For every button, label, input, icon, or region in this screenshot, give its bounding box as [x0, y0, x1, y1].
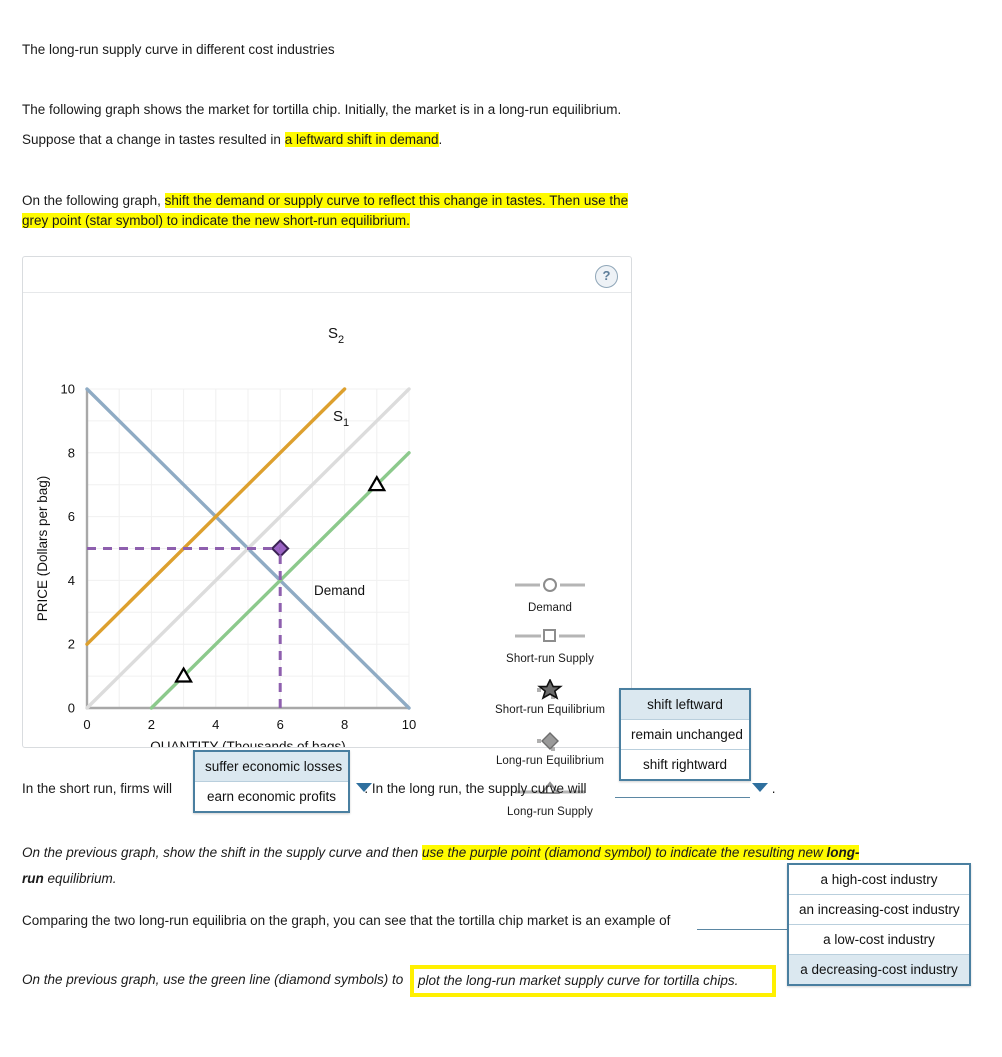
supply-dropdown-underline [615, 797, 750, 798]
intro-p3-pre: On the following graph, [22, 193, 165, 208]
svg-text:10: 10 [402, 717, 416, 732]
legend-item-long-run-supply[interactable]: Long-run Supply [475, 781, 625, 818]
green-para-highlight: plot the long-run market supply curve fo… [418, 973, 739, 988]
supply-demand-chart: 0 2 4 6 8 10 0 2 4 6 8 10 QUANTITY (Thousands of bag… [35, 325, 416, 747]
svg-text:S1: S1 [333, 408, 349, 429]
dropdown-option[interactable]: shift rightward [642, 757, 728, 772]
purple-point-paragraph: On the previous graph, show the shift in… [22, 840, 982, 893]
shortrun-post: . [771, 781, 776, 796]
svg-text:10: 10 [61, 382, 75, 397]
dropdown-option[interactable]: shift leftward [621, 690, 749, 720]
dropdown-option[interactable]: a high-cost industry [789, 865, 969, 895]
purple-para-hl-a: use the purple point (diamond symbol) to… [422, 845, 827, 860]
svg-text:0: 0 [68, 701, 75, 716]
svg-text:8: 8 [68, 445, 75, 460]
legend-item-long-run-equilibrium[interactable]: Long-run Equilibrium [475, 730, 625, 767]
compare-paragraph: Comparing the two long-run equilibria on… [22, 913, 671, 928]
legend-item-label: Demand [527, 602, 573, 614]
legend-item-label: Short-run Equilibrium [494, 704, 606, 716]
dropdown-option[interactable]: remain unchanged [621, 720, 749, 750]
star-marker-icon [475, 678, 625, 701]
line-square-marker-icon [475, 628, 625, 650]
purple-para-line2-rest: equilibrium. [43, 871, 117, 887]
plot-area: 0 2 4 6 8 10 0 2 4 6 8 10 QUANTITY (Thousands of bag… [23, 293, 631, 747]
green-para-pre: On the previous graph, use the green lin… [22, 972, 404, 987]
legend-item-label: Short-run Supply [506, 653, 594, 665]
dropdown-option[interactable]: a low-cost industry [789, 925, 969, 955]
line-triangle-marker-icon [475, 781, 625, 803]
svg-text:QUANTITY (Thousands of bags): QUANTITY (Thousands of bags) [150, 739, 346, 747]
diamond-marker-icon [475, 730, 625, 752]
shortrun-mid: . In the long run, the supply curve will [364, 781, 587, 796]
dropdown-option[interactable]: an increasing-cost industry [789, 895, 969, 925]
chart-legend: Demand Short-run Supply Short-run Equili… [475, 577, 625, 832]
line-circle-marker-icon [475, 577, 625, 599]
graph-panel: ? 0 2 4 6 8 10 0 2 4 6 8 10 QUANTITY (Thousands of b… [22, 256, 632, 818]
purple-para-pre: On the previous graph, show the shift in… [22, 845, 422, 860]
svg-text:PRICE (Dollars per bag): PRICE (Dollars per bag) [35, 476, 50, 622]
intro-p2-post: . [438, 132, 443, 147]
shortrun-sentence: In the short run, firms will . In the lo… [22, 780, 776, 798]
intro-paragraph-2: Suppose that a change in tastes resulted… [22, 131, 442, 149]
page-title: The long-run supply curve in different c… [22, 42, 335, 57]
green-line-paragraph: On the previous graph, use the green lin… [22, 971, 403, 989]
supply-shift-dropdown[interactable]: shift leftward remain unchanged shift righ… [619, 688, 751, 781]
svg-text:6: 6 [68, 509, 75, 524]
intro-paragraph-3: On the following graph, shift the demand… [22, 191, 642, 230]
industry-type-dropdown[interactable]: a high-cost industry an increasing-cost i… [787, 863, 971, 986]
intro-p3-highlight-line1: shift the demand or supply curve to refl… [164, 193, 629, 208]
legend-item-label: Long-run Equilibrium [495, 755, 605, 767]
intro-p2-pre: Suppose that a change in tastes resulted… [22, 132, 285, 147]
purple-para-highlight: use the purple point (diamond symbol) to… [422, 845, 860, 860]
dropdown-option[interactable]: earn economic profits [206, 789, 337, 804]
intro-p2-highlight: a leftward shift in demand [284, 132, 439, 147]
svg-text:6: 6 [277, 717, 284, 732]
graph-header: ? [23, 257, 631, 293]
svg-text:0: 0 [83, 717, 90, 732]
legend-item-demand[interactable]: Demand [475, 577, 625, 614]
purple-para-line2-bold: run [22, 871, 44, 887]
svg-text:4: 4 [212, 717, 219, 732]
dropdown-option[interactable]: a decreasing-cost industry [789, 955, 969, 984]
supply-dropdown-chevron-down-icon[interactable] [752, 783, 768, 792]
svg-text:8: 8 [341, 717, 348, 732]
svg-text:2: 2 [148, 717, 155, 732]
intro-paragraph-1: The following graph shows the market for… [22, 102, 622, 117]
purple-para-hl-b: long- [826, 845, 860, 860]
legend-item-short-run-equilibrium[interactable]: Short-run Equilibrium [475, 678, 625, 716]
shortrun-pre: In the short run, firms will [22, 781, 173, 796]
dropdown-option[interactable]: suffer economic losses [195, 752, 348, 782]
industry-dropdown-underline [697, 929, 857, 930]
firms-outcome-dropdown[interactable]: suffer economic losses earn economic prof… [193, 750, 350, 813]
svg-text:2: 2 [68, 637, 75, 652]
legend-item-short-run-supply[interactable]: Short-run Supply [475, 628, 625, 665]
svg-text:4: 4 [68, 573, 75, 588]
svg-text:Demand: Demand [314, 583, 365, 598]
green-para-highlight-box: plot the long-run market supply curve fo… [410, 965, 776, 997]
svg-text:S2: S2 [328, 325, 344, 346]
intro-p3-highlight-line2: grey point (star symbol) to indicate the… [22, 212, 410, 228]
firms-dropdown-chevron-down-icon[interactable] [356, 783, 372, 792]
legend-item-label: Long-run Supply [507, 806, 593, 818]
question-mark-icon[interactable]: ? [595, 265, 618, 288]
